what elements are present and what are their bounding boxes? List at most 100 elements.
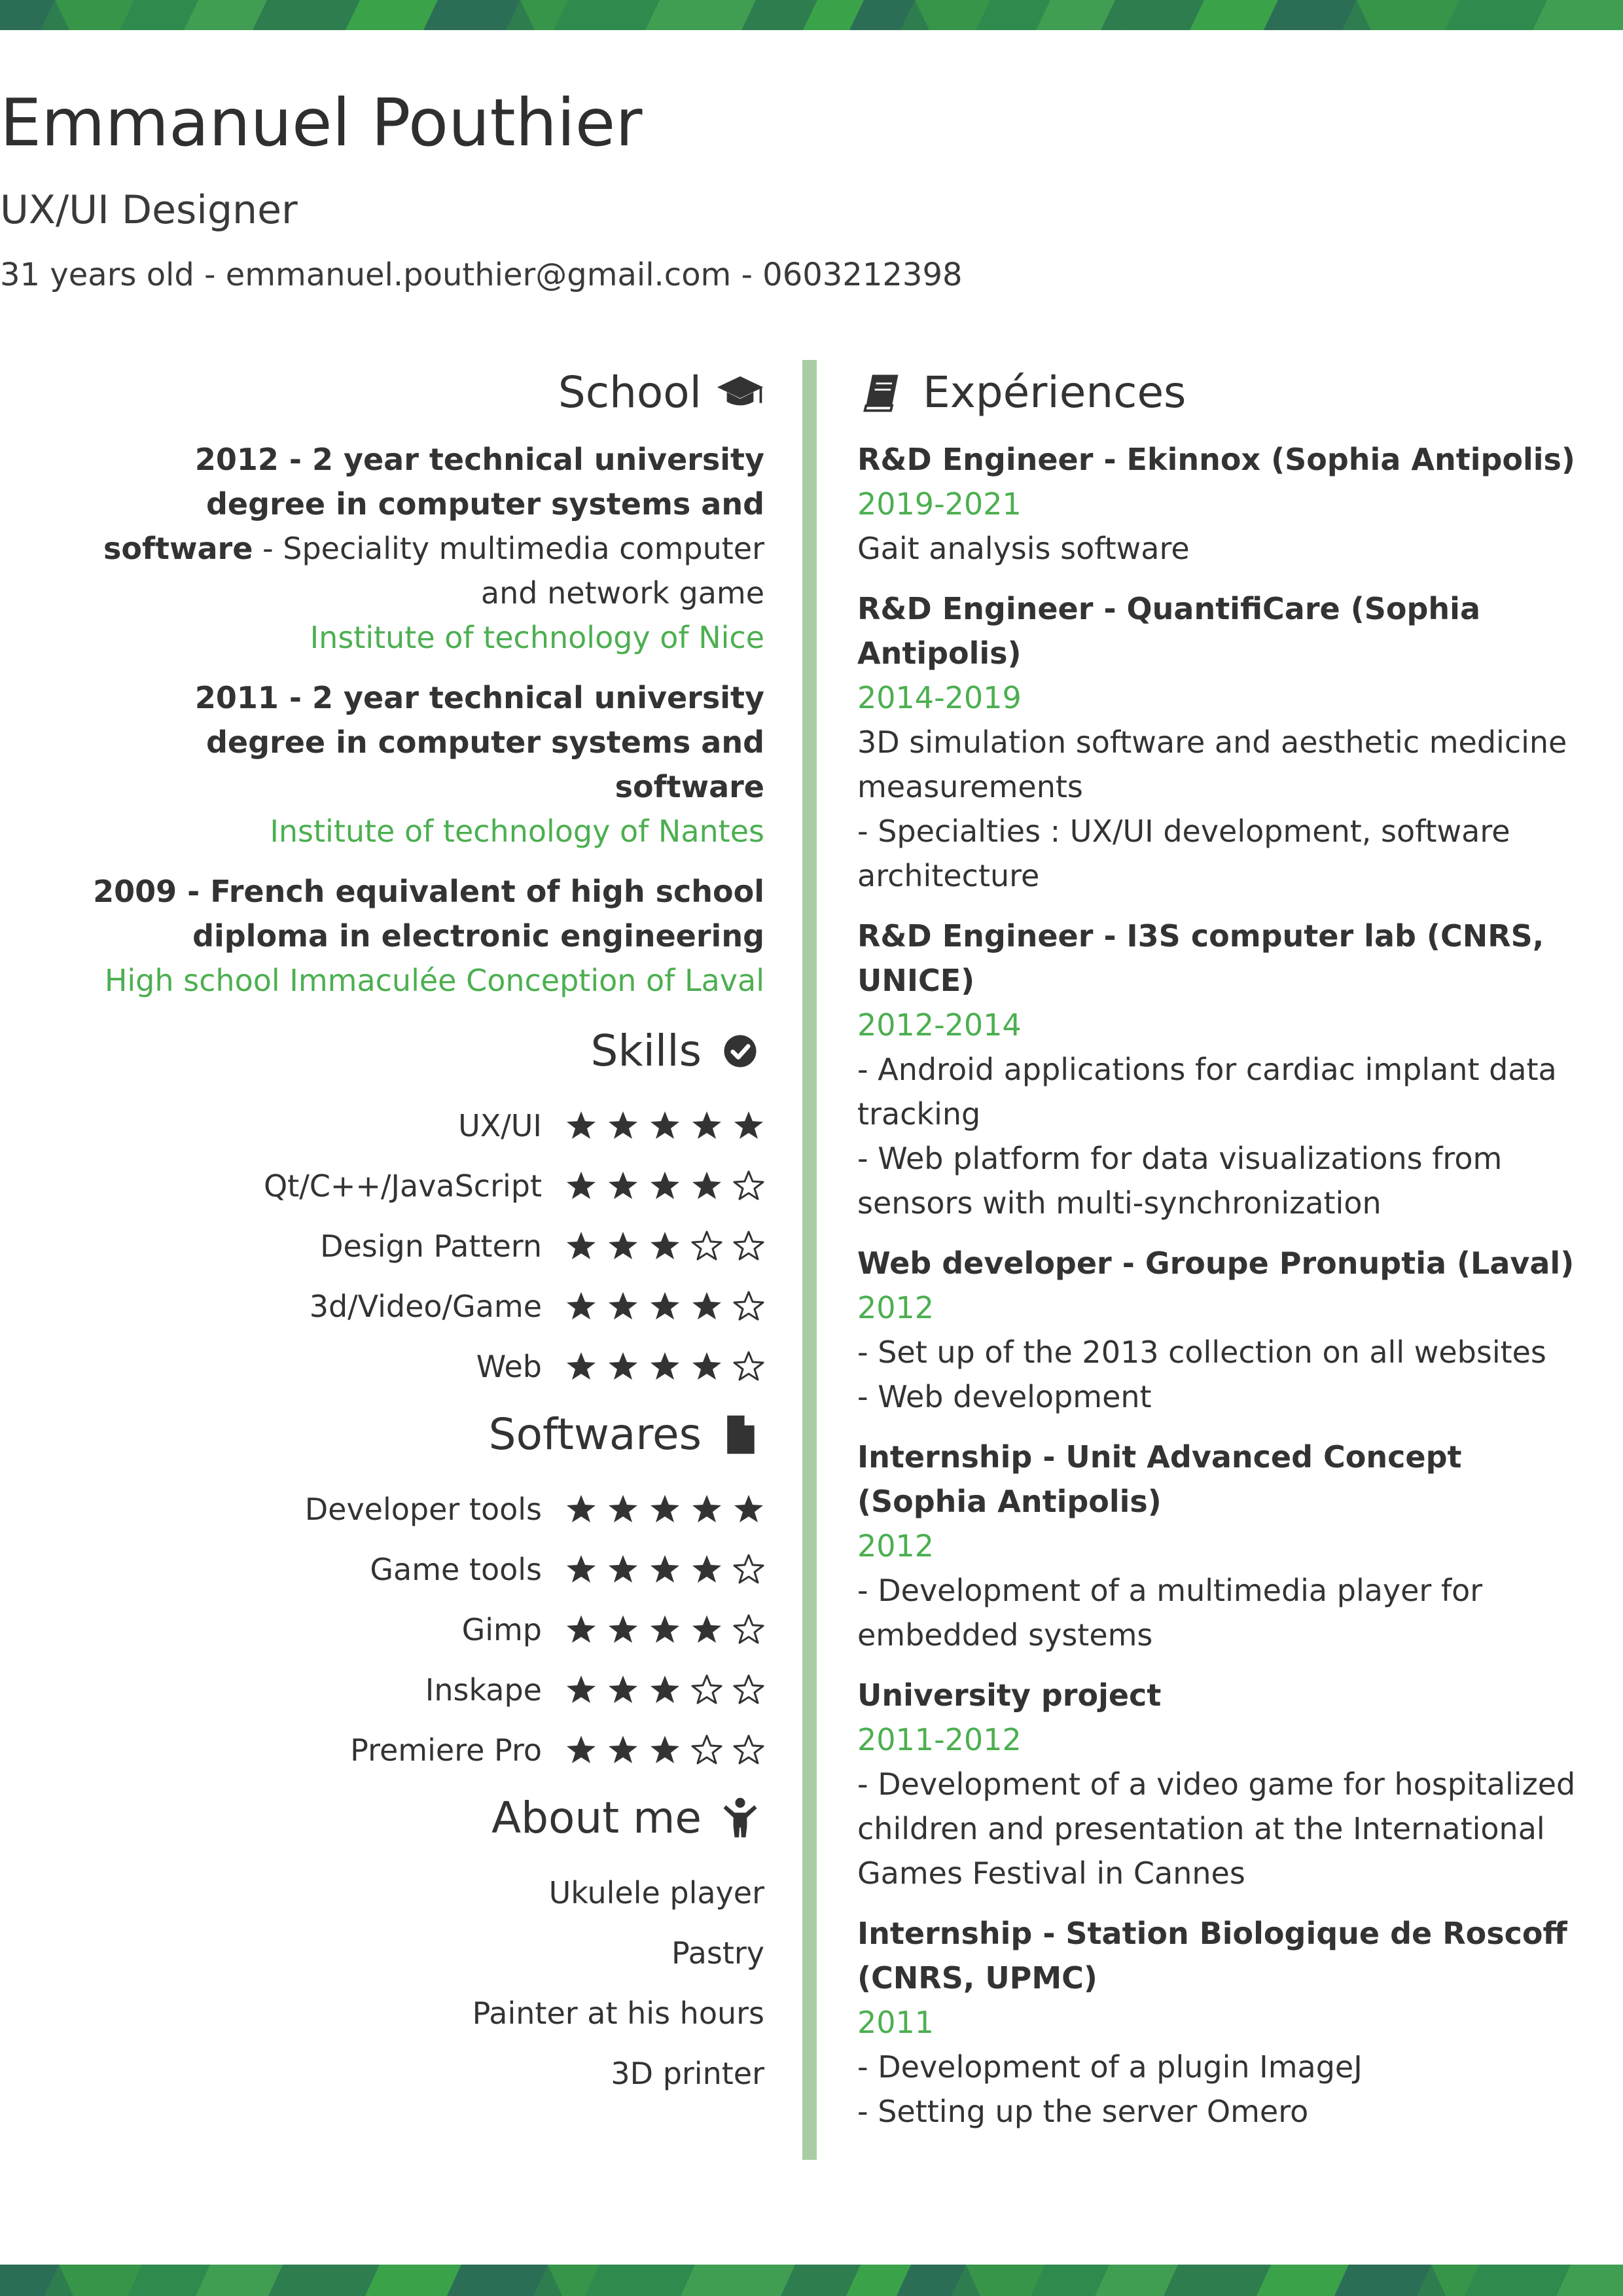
file-icon (727, 1415, 755, 1454)
star-filled-icon (651, 1172, 679, 1199)
star-filled-icon (609, 1555, 637, 1583)
softwares-section-title: Softwares (65, 1402, 764, 1467)
rating-row: Inskape (65, 1660, 764, 1720)
right-column: Expériences R&D Engineer - Ekinnox (Soph… (857, 360, 1584, 2149)
book-icon (863, 374, 899, 412)
star-rating (555, 1614, 764, 1645)
institution: Institute of technology of Nice (310, 620, 764, 655)
star-filled-icon (692, 1352, 721, 1380)
star-filled-icon (692, 1172, 721, 1199)
rating-label: Design Pattern (320, 1229, 542, 1264)
star-filled-icon (692, 1555, 721, 1583)
star-filled-icon (567, 1172, 596, 1199)
star-rating (555, 1674, 764, 1706)
about-item: Painter at his hours (472, 1996, 764, 2031)
experience-entry: University project 2011-2012 - Development… (857, 1673, 1584, 1895)
child-icon (723, 1797, 757, 1838)
star-rating (555, 1230, 764, 1262)
experience-dates: 2012 (857, 1528, 935, 1564)
experience-title: University project (857, 1677, 1162, 1713)
institution: Institute of technology of Nantes (270, 814, 764, 849)
school-section-title: School (65, 360, 764, 425)
experience-line: - Setting up the server Omero (857, 2094, 1309, 2129)
rating-label: UX/UI (458, 1108, 542, 1143)
star-empty-icon (691, 1734, 722, 1765)
star-rating (555, 1291, 764, 1322)
experience-title: Internship - Unit Advanced Concept (Soph… (857, 1439, 1462, 1519)
star-filled-icon (567, 1615, 596, 1643)
star-filled-icon (651, 1292, 679, 1319)
star-empty-icon (733, 1734, 764, 1765)
degree-title: 2009 - French equivalent of high school … (93, 874, 764, 954)
experience-entry: Internship - Station Biologique de Rosco… (857, 1911, 1584, 2134)
star-filled-icon (651, 1736, 679, 1763)
skills-list: UX/UI Qt/C++/JavaScript Design Pattern 3d/V… (65, 1096, 764, 1397)
rating-row: UX/UI (65, 1096, 764, 1156)
experience-dates: 2011 (857, 2005, 935, 2040)
experience-dates: 2012 (857, 1290, 935, 1325)
star-filled-icon (609, 1615, 637, 1643)
about-section-title: About me (65, 1785, 764, 1851)
experiences-title-label: Expériences (923, 367, 1186, 418)
star-filled-icon (692, 1111, 721, 1139)
star-empty-icon (733, 1674, 764, 1704)
experiences-section-title: Expériences (857, 360, 1584, 425)
star-filled-icon (567, 1352, 596, 1380)
rating-label: Developer tools (304, 1492, 542, 1527)
star-empty-icon (733, 1170, 764, 1200)
experience-line: - Web development (857, 1379, 1152, 1414)
experience-title: R&D Engineer - I3S computer lab (CNRS, U… (857, 918, 1544, 998)
star-filled-icon (609, 1736, 637, 1763)
star-rating (555, 1494, 764, 1525)
rating-row: Gimp (65, 1600, 764, 1660)
star-filled-icon (567, 1736, 596, 1763)
experiences-list: R&D Engineer - Ekinnox (Sophia Antipolis… (857, 437, 1584, 2134)
experience-line: - Development of a multimedia player for… (857, 1573, 1483, 1653)
rating-label: Game tools (370, 1552, 542, 1587)
top-decorative-band (0, 0, 1623, 30)
star-filled-icon (609, 1292, 637, 1319)
bottom-decorative-band (0, 2265, 1623, 2296)
skills-title-label: Skills (590, 1026, 702, 1076)
rating-row: Qt/C++/JavaScript (65, 1156, 764, 1216)
experience-line: - Specialties : UX/UI development, softw… (857, 814, 1510, 893)
star-filled-icon (651, 1352, 679, 1380)
experience-title: Internship - Station Biologique de Rosco… (857, 1916, 1567, 1996)
experience-line: - Development of a plugin ImageJ (857, 2049, 1363, 2085)
star-filled-icon (609, 1232, 637, 1259)
star-rating (555, 1110, 764, 1141)
left-column: School 2012 - 2 year technical universit… (65, 360, 764, 2104)
rating-row: Web (65, 1336, 764, 1397)
star-filled-icon (567, 1555, 596, 1583)
rating-row: Design Pattern (65, 1216, 764, 1276)
star-filled-icon (567, 1292, 596, 1319)
rating-row: Game tools (65, 1539, 764, 1600)
experience-entry: Internship - Unit Advanced Concept (Soph… (857, 1435, 1584, 1657)
star-filled-icon (651, 1615, 679, 1643)
experience-title: R&D Engineer - QuantifiCare (Sophia Anti… (857, 591, 1480, 671)
about-item: Ukulele player (548, 1875, 764, 1910)
cv-name: Emmanuel Pouthier (0, 84, 643, 161)
degree-title: 2012 - 2 year technical university degre… (103, 442, 764, 566)
about-list: Ukulele player Pastry Painter at his hou… (65, 1863, 764, 2104)
experience-entry: R&D Engineer - Ekinnox (Sophia Antipolis… (857, 437, 1584, 571)
star-filled-icon (651, 1555, 679, 1583)
school-list: 2012 - 2 year technical university degre… (65, 437, 764, 1003)
experience-title: R&D Engineer - Ekinnox (Sophia Antipolis… (857, 442, 1575, 477)
experience-dates: 2011-2012 (857, 1722, 1022, 1757)
star-rating (555, 1351, 764, 1382)
experience-line: Gait analysis software (857, 531, 1190, 566)
star-filled-icon (609, 1172, 637, 1199)
star-filled-icon (567, 1111, 596, 1139)
cv-contact: 31 years old - emmanuel.pouthier@gmail.c… (0, 257, 963, 293)
about-item: 3D printer (611, 2056, 764, 2091)
degree-title: 2011 - 2 year technical university degre… (194, 680, 764, 804)
star-filled-icon (609, 1352, 637, 1380)
about-title-label: About me (491, 1793, 702, 1843)
experience-entry: R&D Engineer - I3S computer lab (CNRS, U… (857, 914, 1584, 1225)
star-filled-icon (734, 1495, 763, 1522)
check-circle-icon (724, 1035, 757, 1067)
star-empty-icon (733, 1614, 764, 1644)
experience-dates: 2012-2014 (857, 1007, 1022, 1043)
rating-row: 3d/Video/Game (65, 1276, 764, 1336)
